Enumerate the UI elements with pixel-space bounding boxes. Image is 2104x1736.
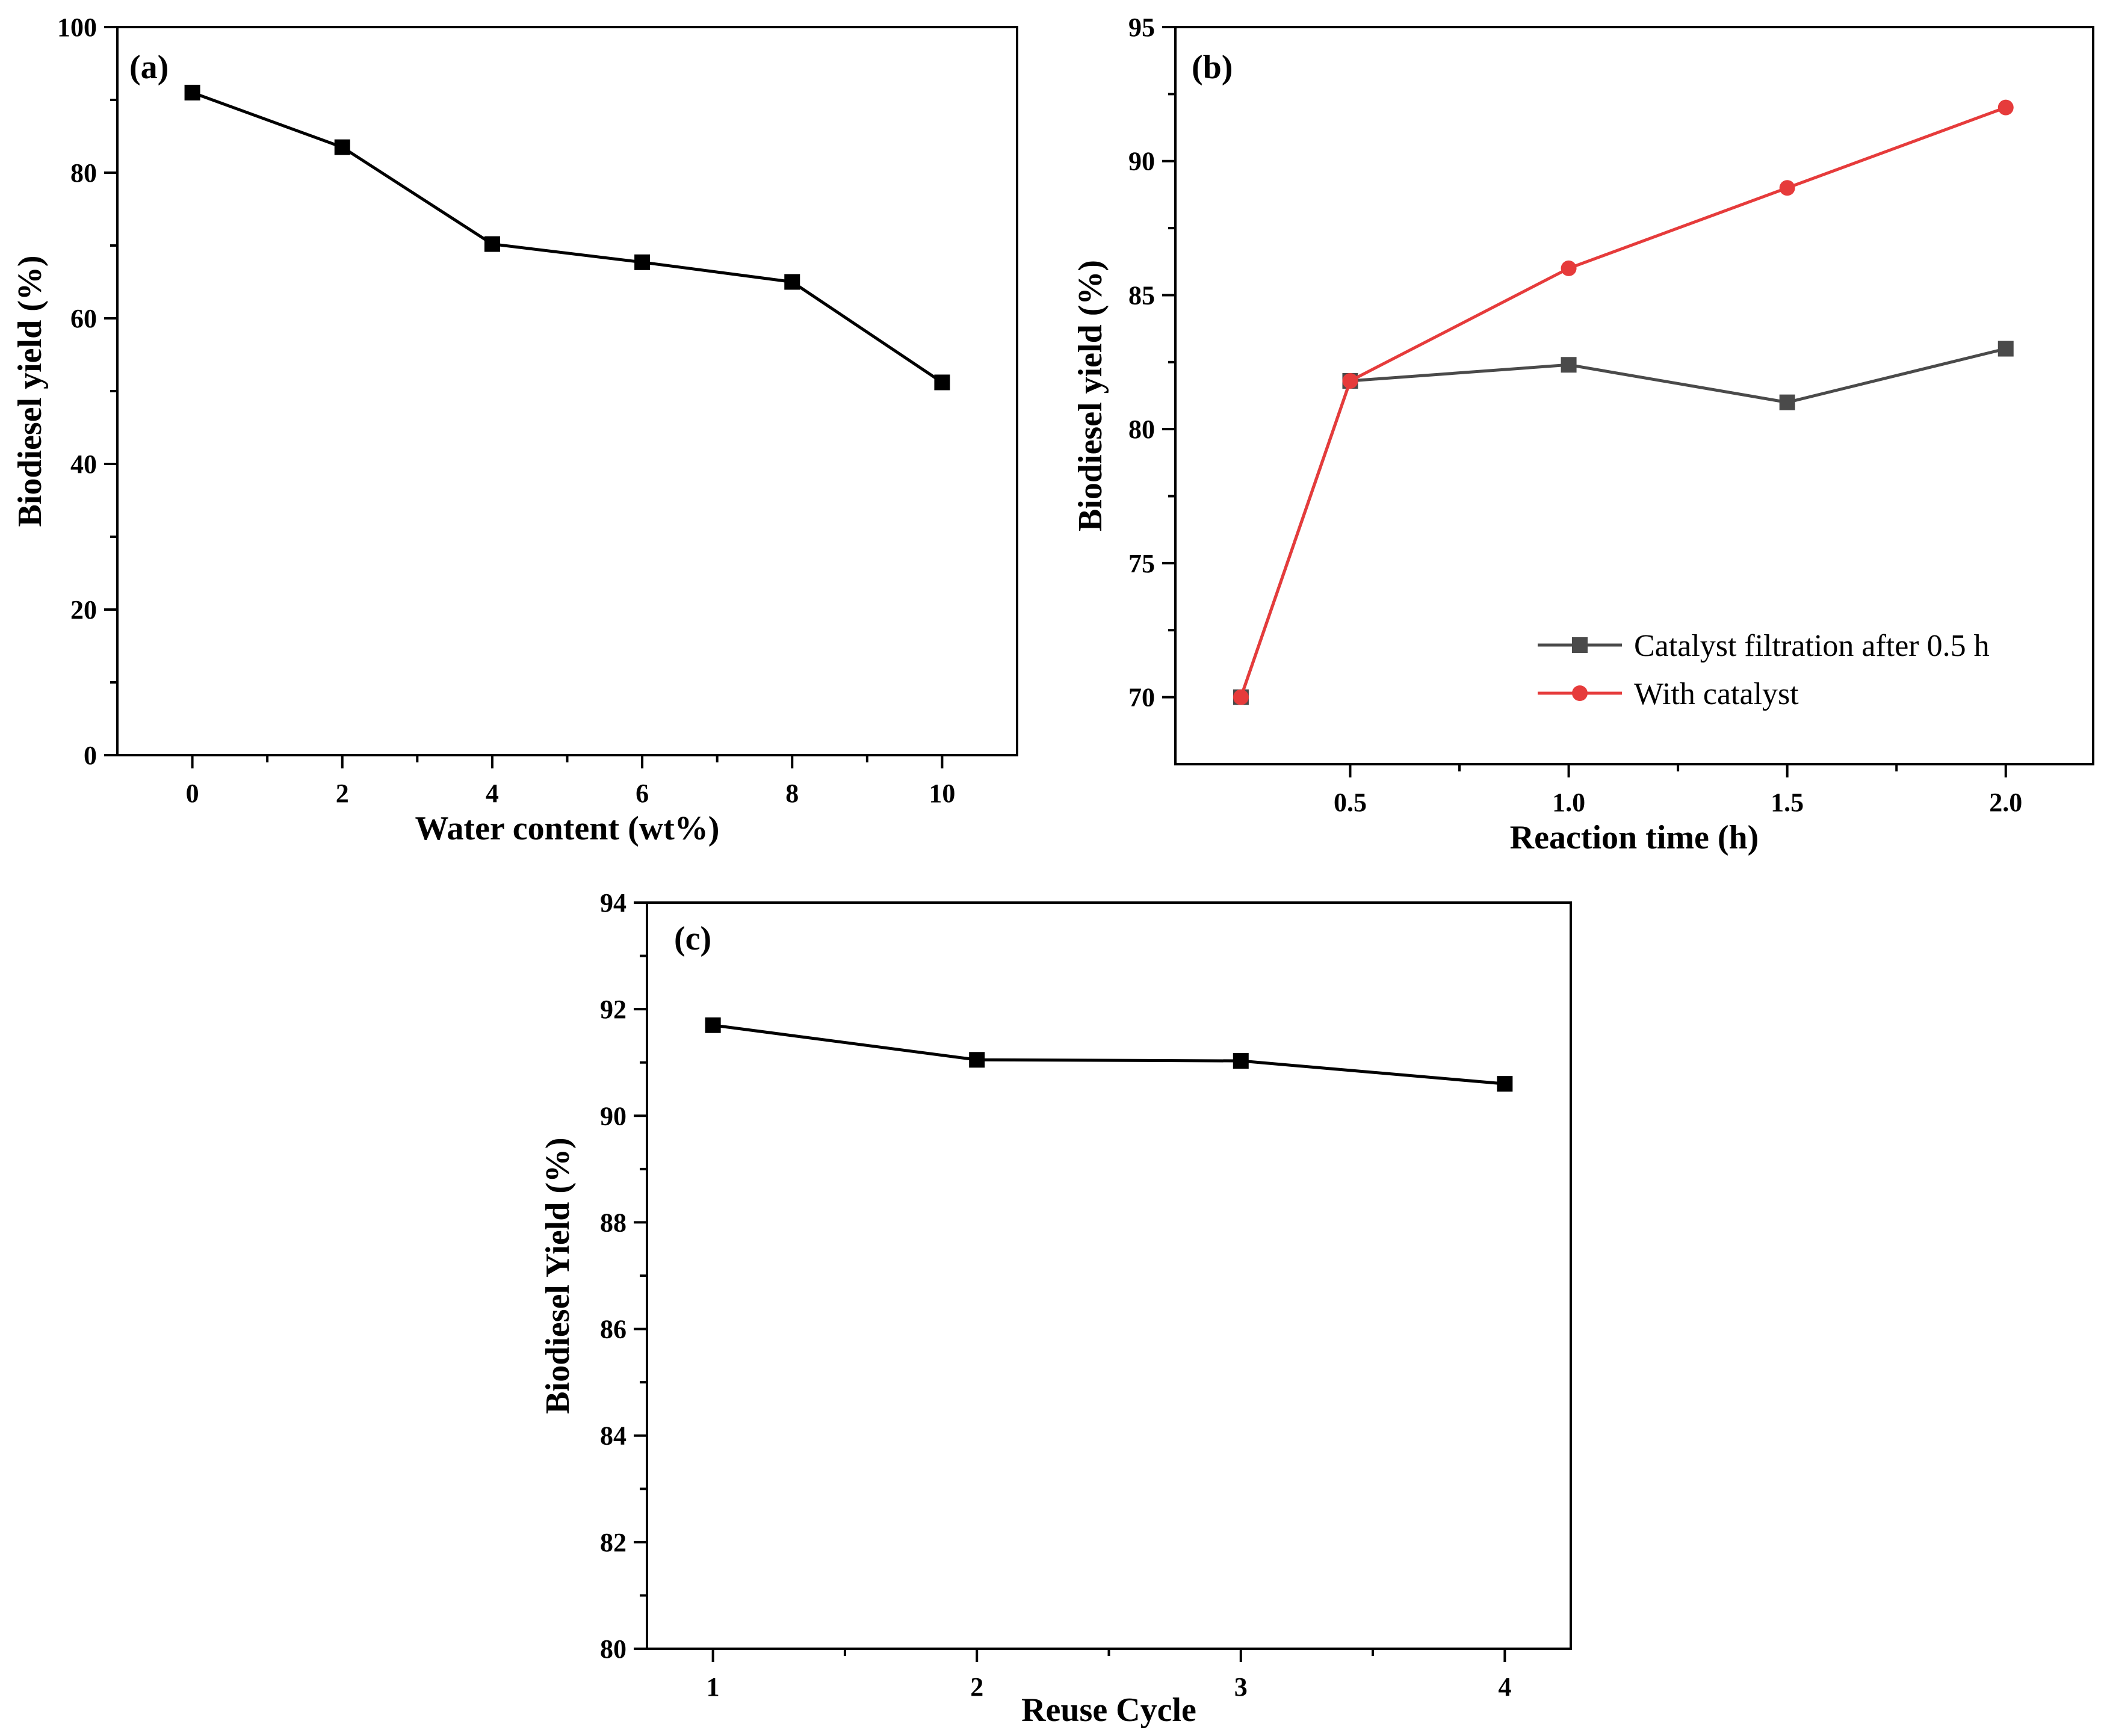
y-tick-label: 80 [600, 1634, 627, 1664]
x-tick-label: 4 [1498, 1672, 1511, 1702]
data-point [1233, 1053, 1249, 1069]
data-point [1233, 689, 1249, 705]
y-tick-label: 60 [70, 304, 97, 333]
data-point [1561, 260, 1577, 276]
y-axis-title: Biodiesel yield (%) [11, 255, 49, 527]
data-point [1997, 99, 2014, 116]
data-point [484, 236, 500, 252]
series-line-1 [191, 91, 943, 384]
x-tick-label: 2 [970, 1672, 983, 1702]
x-tick-label: 6 [636, 779, 649, 808]
y-tick-label: 100 [57, 13, 97, 42]
y-axis-title: Biodiesel Yield (%) [539, 1137, 577, 1413]
y-tick-label: 0 [84, 741, 97, 770]
data-point [784, 274, 800, 290]
y-tick-label: 82 [600, 1528, 627, 1557]
data-point [184, 84, 200, 100]
x-tick-label: 1 [707, 1672, 720, 1702]
y-tick-label: 40 [70, 449, 97, 479]
data-point [1779, 394, 1795, 410]
data-point [969, 1052, 985, 1068]
x-tick-label: 2 [336, 779, 349, 808]
y-tick-label: 70 [1128, 683, 1155, 712]
x-tick-label: 0.5 [1334, 788, 1367, 817]
legend: Catalyst filtration after 0.5 h With cata… [1538, 629, 1990, 711]
x-tick-label: 4 [486, 779, 499, 808]
series-line-1 [713, 1024, 1505, 1086]
y-tick-label: 94 [600, 888, 627, 918]
y-tick-label: 20 [70, 595, 97, 625]
plot-frame [1174, 26, 2094, 765]
data-point [1342, 373, 1358, 389]
data-point [334, 139, 350, 155]
y-tick-label: 80 [1128, 415, 1155, 444]
series-line-2 [1239, 106, 2007, 698]
y-tick-label: 84 [600, 1421, 627, 1451]
x-tick-label: 1.5 [1771, 788, 1804, 817]
plot-frame [646, 901, 1572, 1650]
x-tick-label: 2.0 [1989, 788, 2022, 817]
y-tick-label: 75 [1128, 549, 1155, 578]
y-tick-label: 95 [1128, 13, 1155, 42]
data-point [634, 254, 651, 270]
x-tick-label: 1.0 [1552, 788, 1585, 817]
y-tick-label: 90 [1128, 147, 1155, 176]
y-tick-label: 80 [70, 158, 97, 188]
panel-label: (c) [674, 920, 711, 957]
y-tick-label: 88 [600, 1208, 627, 1237]
x-axis-title: Water content (wt%) [415, 810, 720, 847]
data-point [1997, 341, 2014, 357]
x-tick-label: 0 [186, 779, 199, 808]
data-point [934, 374, 950, 391]
data-point [1779, 180, 1795, 196]
x-axis-title: Reaction time (h) [1510, 819, 1759, 856]
y-tick-label: 86 [600, 1315, 627, 1344]
x-tick-label: 3 [1234, 1672, 1248, 1702]
x-axis-title: Reuse Cycle [1021, 1691, 1196, 1729]
legend-marker [1572, 685, 1588, 701]
y-tick-label: 92 [600, 995, 627, 1024]
legend-label: With catalyst [1634, 677, 1799, 711]
x-tick-label: 10 [929, 779, 955, 808]
panel-label: (b) [1192, 49, 1233, 86]
legend-label: Catalyst filtration after 0.5 h [1634, 629, 1990, 663]
panel-label: (a) [129, 49, 169, 86]
chart-panel-2: 0.5 1.0 1.5 2.0 70 75 80 85 90 95 Reaction time (h… [1072, 13, 2094, 856]
y-axis-title: Biodiesel yield (%) [1072, 260, 1109, 531]
y-tick-label: 90 [600, 1101, 627, 1131]
chart-panel-3: 1 2 3 4 80 82 84 86 88 90 92 94 Reuse Cycle Biodiesel… [539, 888, 1572, 1729]
data-point [705, 1017, 721, 1033]
plot-frame [116, 26, 1018, 756]
y-tick-label: 85 [1128, 280, 1155, 310]
x-tick-label: 8 [785, 779, 799, 808]
data-point [1497, 1076, 1513, 1092]
legend-marker [1572, 637, 1588, 653]
data-point [1561, 357, 1577, 373]
